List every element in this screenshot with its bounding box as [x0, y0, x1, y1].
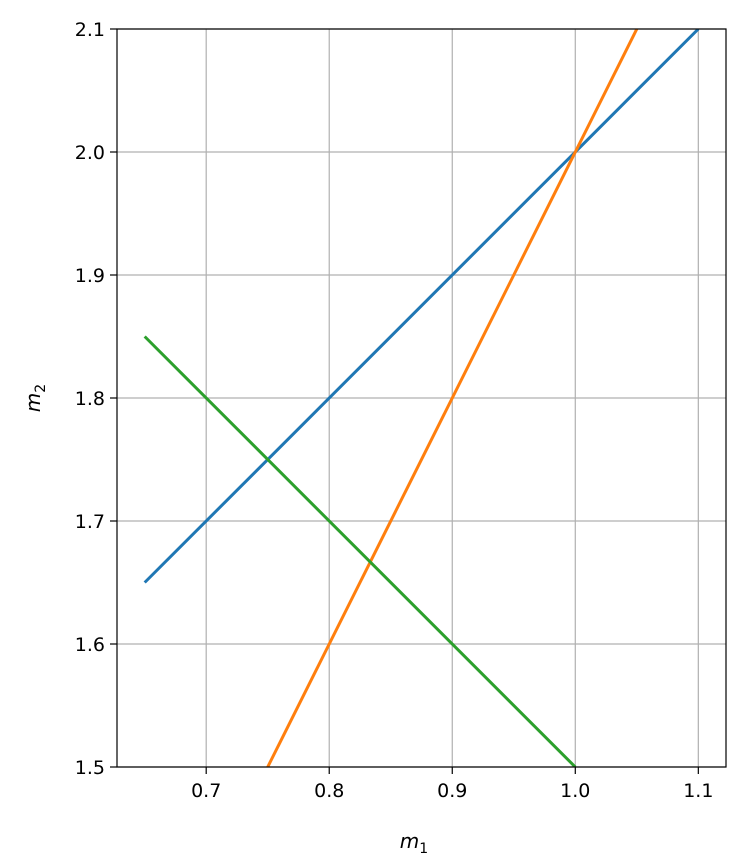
y-tick-label: 1.7 [75, 511, 105, 533]
x-axis-label: m1 [400, 829, 428, 857]
series-line-3 [143, 335, 577, 767]
x-tick-label: 1.1 [683, 780, 713, 802]
y-tick-label: 1.8 [75, 388, 105, 410]
y-tick-label: 2.1 [75, 19, 105, 41]
x-tick-label: 0.7 [191, 780, 221, 802]
x-tick-label: 0.8 [314, 780, 344, 802]
y-tick-label: 1.6 [75, 634, 105, 656]
x-tick-label: 1.0 [560, 780, 590, 802]
y-tick-label: 2.0 [75, 142, 105, 164]
y-tick-label: 1.9 [75, 265, 105, 287]
series-lines [143, 29, 700, 767]
y-tick-label: 1.5 [75, 757, 105, 779]
y-axis-label: m2 [21, 384, 49, 412]
grid [117, 28, 726, 768]
x-tick-label: 0.9 [437, 780, 467, 802]
series-line-2 [266, 29, 639, 767]
series-line-1 [143, 29, 700, 584]
ticks: 0.7 0.8 0.9 1.0 1.1 1.5 1.6 1.7 1.8 1.9 2.0 2.1 [75, 19, 714, 802]
